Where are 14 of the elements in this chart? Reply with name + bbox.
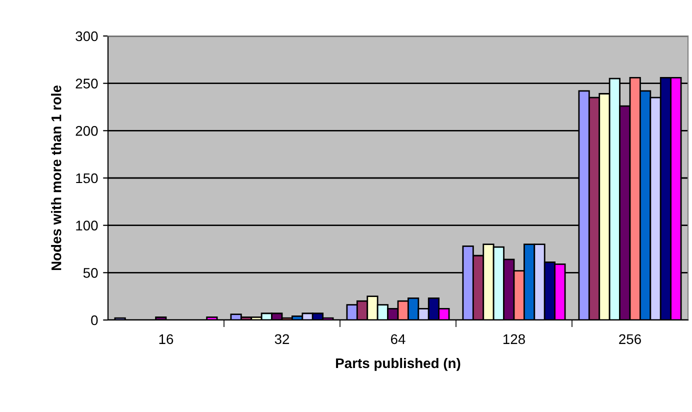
x-tick-label: 64: [390, 334, 406, 344]
y-axis-title: Nodes with more than 1 role: [51, 85, 62, 270]
y-tick-label: 300: [76, 31, 98, 42]
x-tick-label: 32: [274, 334, 290, 344]
x-axis-title: Parts published (n): [336, 358, 460, 371]
y-tick-label: 200: [76, 126, 98, 136]
x-tick-label: 16: [159, 334, 174, 344]
x-tick-label: 256: [619, 334, 641, 344]
y-tick-label: 250: [76, 78, 98, 89]
x-tick-label: 128: [503, 334, 525, 344]
y-tick-label: 100: [76, 220, 98, 231]
y-tick-label: 150: [76, 173, 98, 184]
y-tick-label: 0: [91, 315, 98, 326]
y-tick-label: 50: [83, 268, 98, 278]
